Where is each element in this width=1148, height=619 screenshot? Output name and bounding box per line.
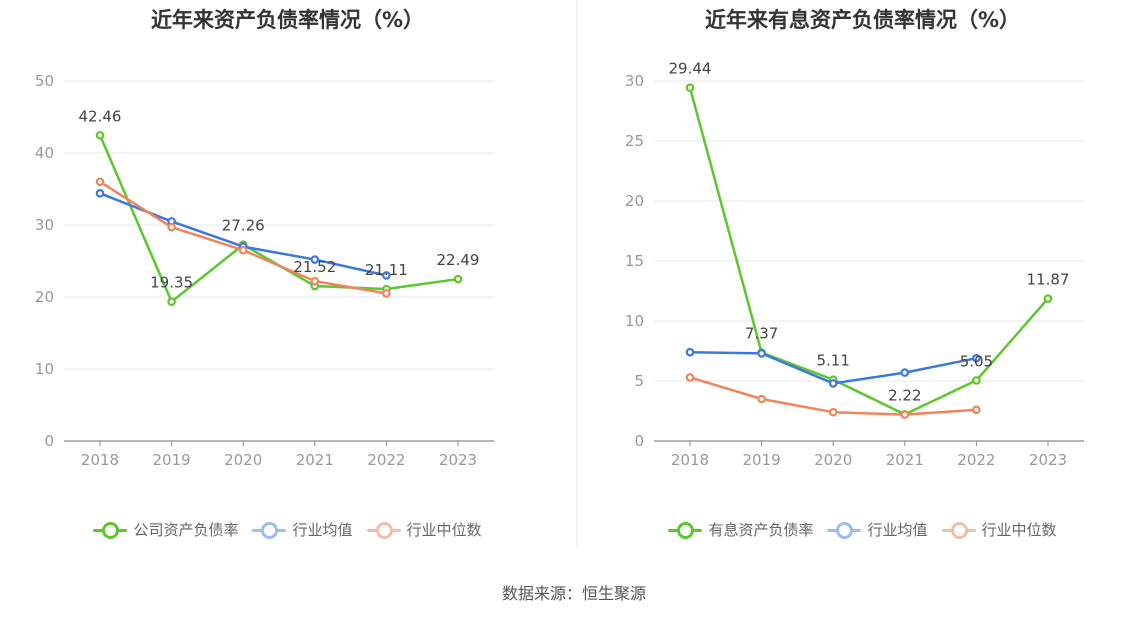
data-point[interactable] [972, 376, 981, 385]
y-tick-label: 15 [625, 252, 644, 270]
y-tick-label: 20 [35, 288, 54, 306]
data-point[interactable] [900, 410, 910, 419]
y-tick-label: 30 [625, 72, 644, 90]
x-tick-label: 2019 [153, 451, 191, 469]
y-tick-label: 10 [35, 360, 54, 378]
data-source: 数据来源：恒生聚源 [501, 584, 646, 603]
data-point[interactable] [310, 255, 320, 264]
data-point[interactable] [1043, 294, 1053, 303]
y-tick-label: 40 [35, 144, 54, 162]
data-label: 11.87 [1027, 271, 1070, 289]
data-point[interactable] [685, 373, 695, 382]
x-tick-label: 2020 [224, 451, 262, 469]
x-tick-label: 2023 [1029, 451, 1067, 469]
data-point[interactable] [95, 130, 105, 140]
legend-label: 行业均值 [867, 521, 928, 539]
chart-plot-debt-ratio: 0 10 20 30 40 50 2018 2019 2020 2021 2022 2023 42.46… [35, 72, 494, 469]
series-line [688, 87, 1049, 416]
legend: 有息资产负债率 行业均值 行业中位数 [577, 519, 1148, 540]
legend-label: 公司资产负债率 [133, 521, 239, 539]
data-label: 2.22 [888, 386, 921, 404]
data-point[interactable] [685, 83, 695, 93]
chart-panel-interest-debt-ratio: 近年来有息资产负债率情况（%） 0 5 10 15 20 25 30 2018 2019 2020… [577, 0, 1148, 550]
chart-title: 近年来资产负债率情况（%） [150, 8, 425, 32]
x-tick-label: 2022 [957, 451, 995, 469]
data-point[interactable] [828, 407, 838, 417]
data-point[interactable] [382, 271, 391, 280]
legend-marker-icon [93, 521, 128, 539]
data-label: 22.49 [437, 251, 480, 269]
legend-item-industry-median[interactable]: 行业中位数 [941, 519, 1057, 540]
legend-item-industry-mean[interactable]: 行业均值 [827, 519, 928, 540]
chart-plot-interest-debt-ratio: 0 5 10 15 20 25 30 2018 2019 2020 2021 2022 2023 29.4… [625, 60, 1084, 469]
x-tick-label: 2021 [296, 451, 334, 469]
data-label: 5.11 [816, 352, 849, 370]
legend-label: 行业中位数 [406, 521, 482, 539]
x-tick-label: 2020 [814, 451, 852, 469]
data-point[interactable] [310, 276, 320, 286]
data-label: 5.05 [960, 352, 993, 370]
chart-title: 近年来有息资产负债率情况（%） [704, 8, 1021, 32]
y-tick-label: 0 [634, 432, 644, 450]
data-point[interactable] [757, 394, 766, 404]
data-point[interactable] [453, 274, 463, 284]
y-tick-label: 30 [35, 216, 54, 234]
data-point[interactable] [95, 177, 105, 187]
legend-marker-icon [366, 521, 401, 539]
legend-marker-icon [941, 521, 976, 539]
data-point[interactable] [167, 222, 176, 232]
x-tick-label: 2022 [367, 451, 405, 469]
data-point[interactable] [382, 289, 391, 298]
data-point[interactable] [972, 405, 981, 415]
data-label: 29.44 [669, 60, 712, 78]
y-tick-label: 20 [625, 192, 644, 210]
data-point[interactable] [95, 189, 105, 198]
data-point[interactable] [757, 349, 766, 358]
legend-marker-icon [252, 521, 287, 539]
data-point[interactable] [972, 353, 981, 363]
y-tick-label: 50 [35, 72, 54, 90]
data-point[interactable] [900, 368, 910, 377]
data-label: 27.26 [222, 217, 265, 235]
legend-marker-icon [668, 521, 703, 539]
legend-item-industry-mean[interactable]: 行业均值 [252, 519, 353, 540]
y-tick-label: 10 [625, 312, 644, 330]
x-tick-label: 2019 [743, 451, 781, 469]
x-tick-label: 2018 [671, 451, 709, 469]
data-label: 21.52 [293, 258, 336, 276]
data-point[interactable] [828, 379, 838, 388]
legend-item-company[interactable]: 公司资产负债率 [93, 519, 238, 540]
panel-divider [576, 0, 577, 548]
legend-label: 行业均值 [292, 521, 353, 539]
x-tick-label: 2018 [81, 451, 119, 469]
y-tick-label: 25 [625, 132, 644, 150]
data-point[interactable] [685, 347, 695, 357]
legend-item-industry-median[interactable]: 行业中位数 [366, 519, 482, 540]
x-tick-label: 2023 [439, 451, 477, 469]
chart-panel-debt-ratio: 近年来资产负债率情况（%） 0 10 20 30 40 50 2018 2019 2020 202… [0, 0, 575, 550]
data-label: 21.11 [365, 261, 408, 279]
data-point[interactable] [238, 245, 248, 255]
x-tick-label: 2021 [886, 451, 924, 469]
data-label: 42.46 [79, 107, 122, 125]
y-tick-label: 5 [634, 372, 644, 390]
legend-item-company[interactable]: 有息资产负债率 [668, 519, 813, 540]
y-tick-label: 0 [44, 432, 54, 450]
legend-label: 行业中位数 [981, 521, 1057, 539]
data-point[interactable] [167, 297, 176, 306]
legend-marker-icon [827, 521, 862, 539]
legend: 公司资产负债率 行业均值 行业中位数 [0, 519, 575, 540]
legend-label: 有息资产负债率 [708, 521, 814, 539]
data-label: 7.37 [745, 325, 778, 343]
data-label: 19.35 [150, 274, 193, 292]
